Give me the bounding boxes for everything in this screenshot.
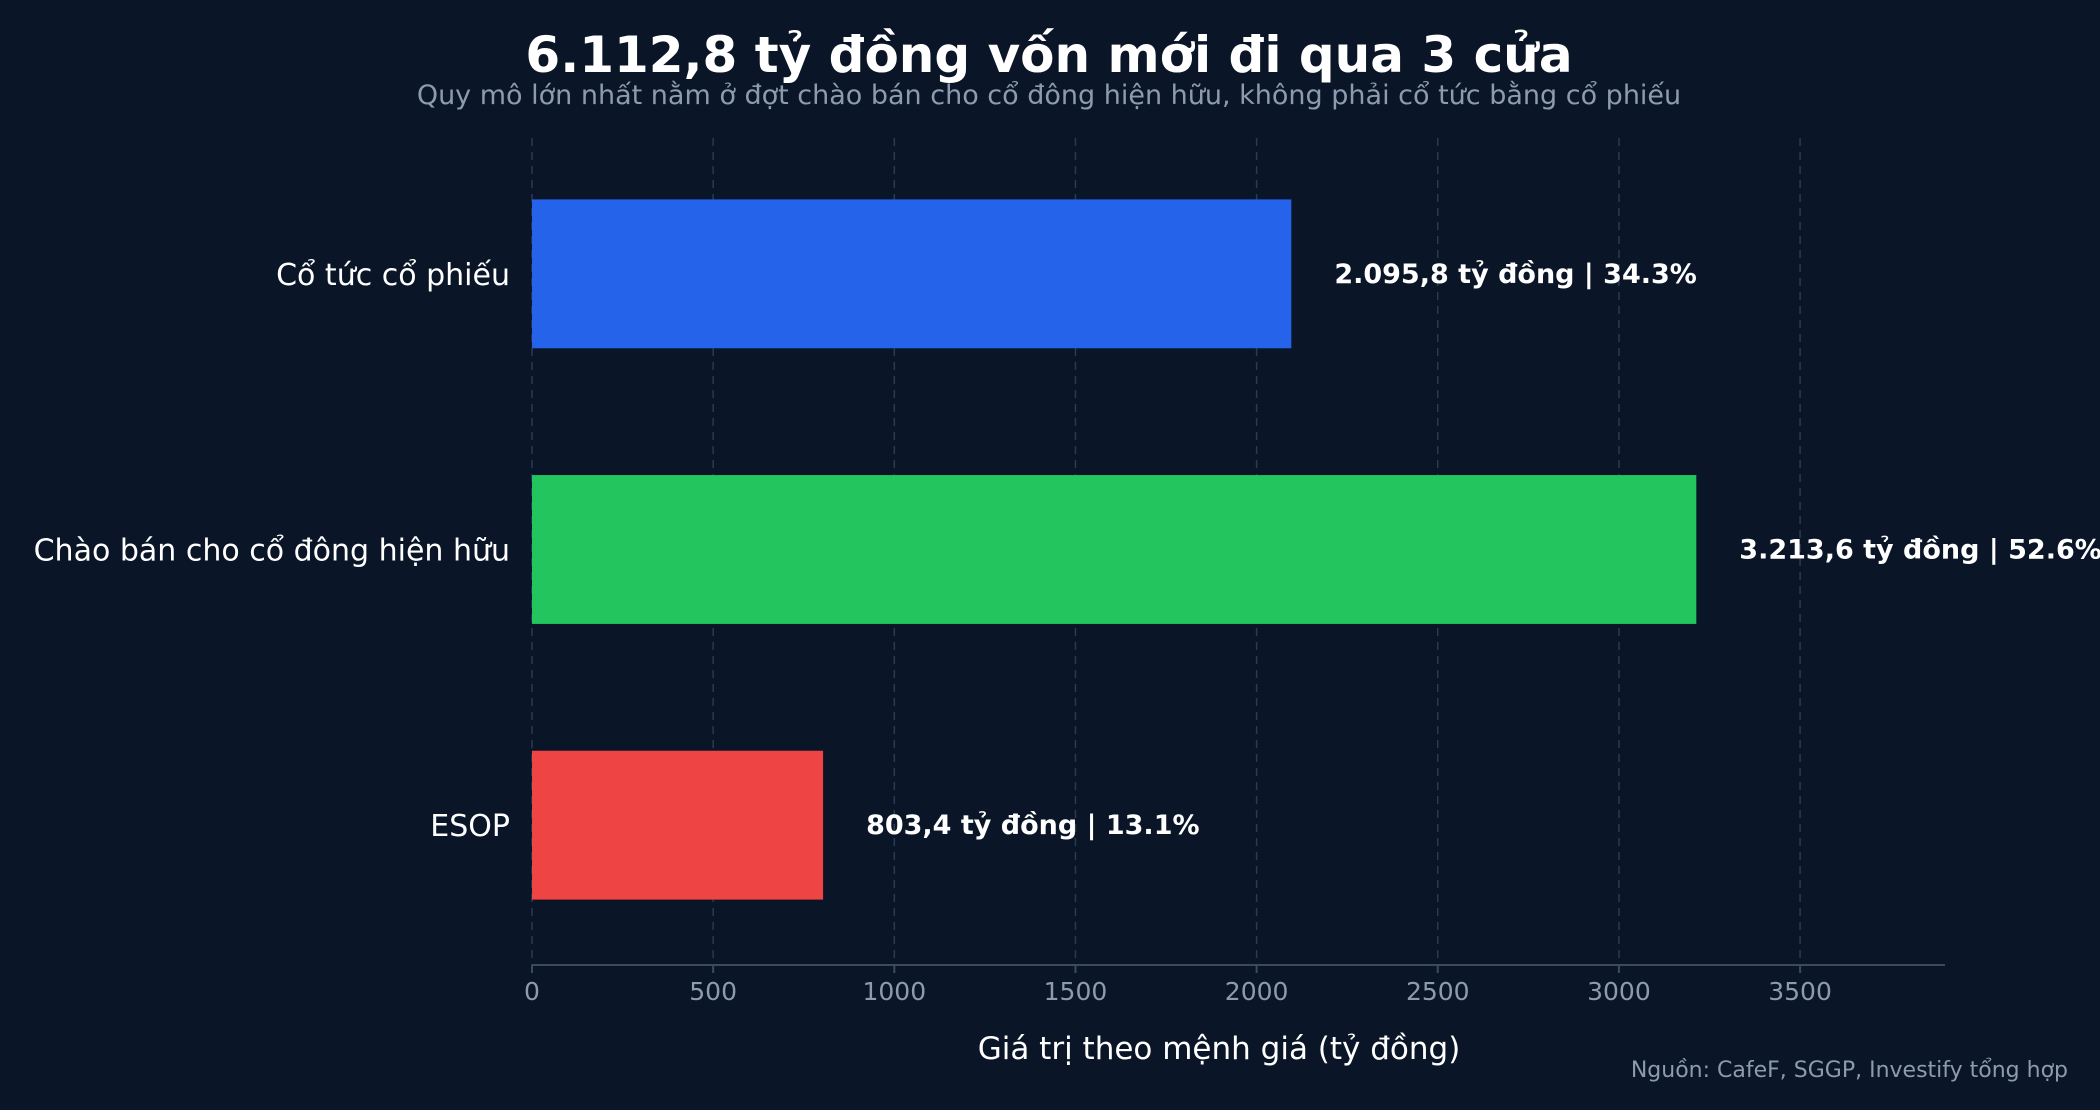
- bar-1: [532, 199, 1292, 349]
- x-tick-label-1000: 1000: [862, 977, 926, 1006]
- category-label-1: Cổ tức cổ phiếu: [276, 257, 510, 293]
- x-tick-label-3500: 3500: [1768, 977, 1832, 1006]
- data-label-1: 2.095,8 tỷ đồng | 34.3%: [1334, 259, 1697, 290]
- x-tick-label-500: 500: [689, 977, 737, 1006]
- chart-subtitle: Quy mô lớn nhất nằm ở đợt chào bán cho c…: [417, 80, 1681, 111]
- source-note: Nguồn: CafeF, SGGP, Investify tổng hợp: [1631, 1058, 2068, 1083]
- x-tick-label-3000: 3000: [1587, 977, 1651, 1006]
- bars: [532, 199, 1697, 900]
- x-tick-label-2500: 2500: [1406, 977, 1470, 1006]
- bar-2: [532, 475, 1697, 624]
- x-axis-label: Giá trị theo mệnh giá (tỷ đồng): [978, 1031, 1461, 1067]
- x-tick-label-0: 0: [524, 977, 540, 1006]
- category-label-3: ESOP: [430, 809, 510, 844]
- x-tick-label-2000: 2000: [1225, 977, 1289, 1006]
- x-tick-label-1500: 1500: [1044, 977, 1108, 1006]
- category-label-2: Chào bán cho cổ đông hiện hữu: [34, 533, 510, 569]
- x-axis: 0 500 1000 1500 2000 2500 3000 3500: [524, 964, 1945, 1006]
- data-label-3: 803,4 tỷ đồng | 13.1%: [866, 810, 1199, 841]
- bar-3: [532, 750, 824, 900]
- labels: Cổ tức cổ phiếu 2.095,8 tỷ đồng | 34.3% Ch…: [34, 257, 2100, 844]
- chart-title: 6.112,8 tỷ đồng vốn mới đi qua 3 cửa: [525, 26, 1572, 84]
- data-label-2: 3.213,6 tỷ đồng | 52.6%: [1739, 535, 2100, 566]
